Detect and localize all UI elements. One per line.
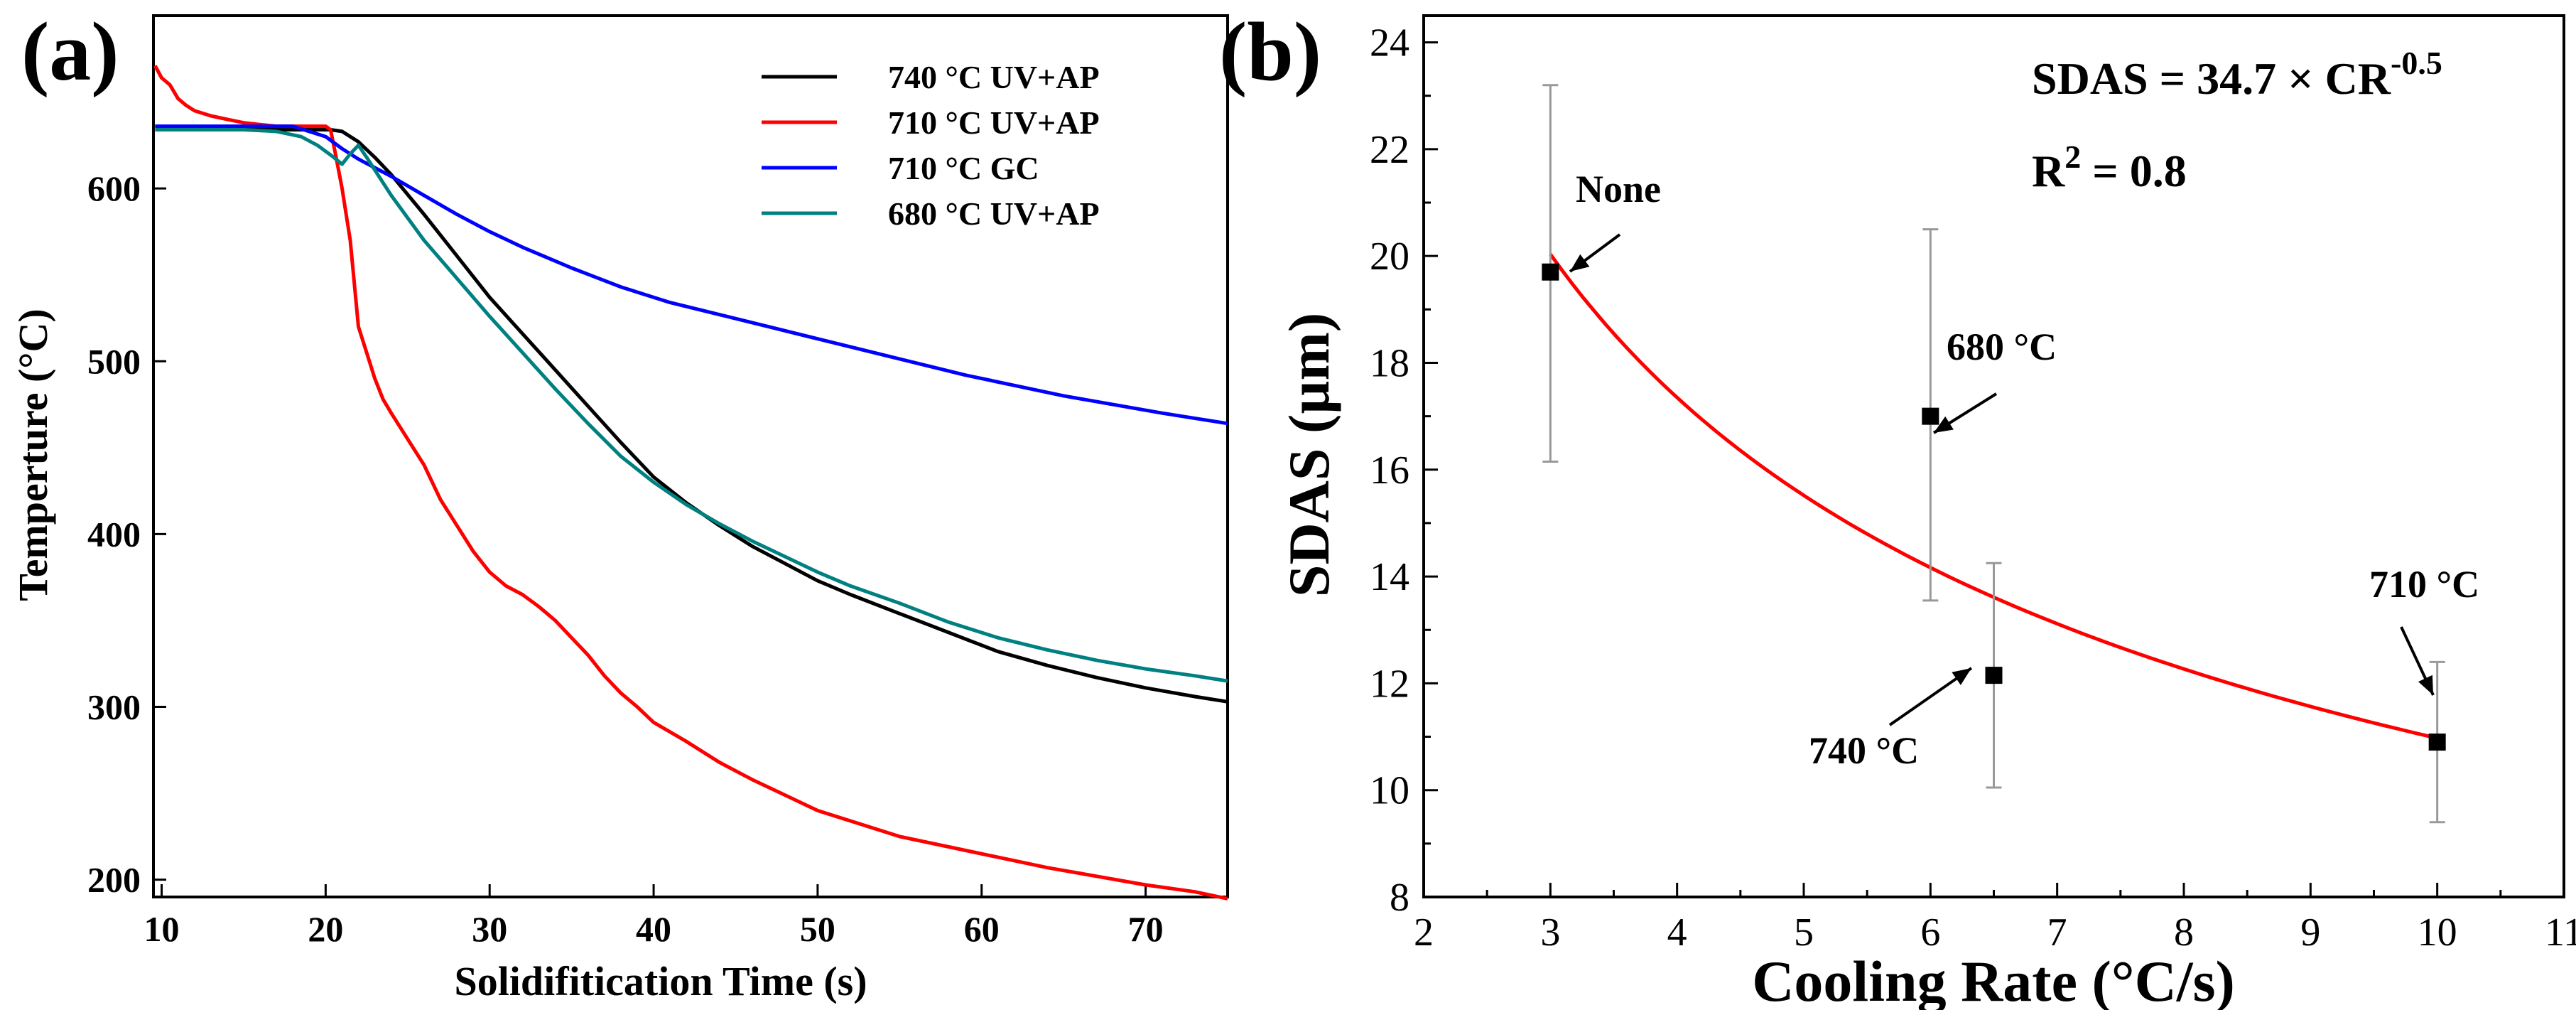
chart-a-y-tick-label: 400 — [87, 514, 141, 554]
r-squared-sup: 2 — [2064, 139, 2081, 175]
chart-a-y-tick-label: 500 — [87, 341, 141, 381]
chart-b-x-tick-label: 2 — [1414, 910, 1434, 955]
chart-b-arrow-head-4 — [2418, 675, 2433, 695]
r-squared-value: = 0.8 — [2081, 146, 2186, 196]
chart-a-y-tick-label: 200 — [87, 860, 141, 900]
panel-label-b: (b) — [1219, 5, 1321, 98]
chart-b-arrow-head-1 — [1570, 254, 1590, 272]
chart-b-point-label-1: None — [1576, 168, 1661, 210]
chart-b-point-3 — [1985, 667, 2003, 684]
chart-a-series-line-4 — [155, 128, 1228, 683]
chart-a-x-tick-label: 50 — [800, 909, 835, 949]
chart-b-x-tick-label: 6 — [1920, 910, 1940, 955]
chart-b-y-tick-label: 22 — [1370, 128, 1409, 172]
chart-a-ticks — [153, 187, 1147, 897]
chart-b-point-2 — [1922, 407, 1939, 425]
r-squared-r: R — [2032, 146, 2065, 196]
chart-b-x-tick-label: 10 — [2418, 910, 2457, 955]
chart-a-legend-label-4: 680 °C UV+AP — [888, 195, 1100, 232]
chart-b-points: None 680 °C 740 °C 710 °C — [1542, 84, 2479, 824]
chart-b-y-tick-label: 14 — [1370, 555, 1409, 599]
chart-b-x-tick-label: 7 — [2047, 910, 2067, 955]
chart-a-x-tick-label: 30 — [472, 909, 507, 949]
chart-b-point-label-4: 710 °C — [2369, 563, 2479, 606]
chart-b-y-tick-label: 20 — [1370, 235, 1409, 279]
chart-b: (b) 2 3 4 5 6 7 8 9 10 11 8 10 12 14 16 18 20 22 24 None 68… — [1219, 5, 2576, 1010]
chart-a: (a) 10 20 30 40 50 60 70 200 300 400 500 600 Solidi… — [10, 5, 1229, 1004]
chart-a-x-axis-title: Solidifitication Time (s) — [454, 958, 867, 1004]
chart-b-y-tick-label: 10 — [1370, 769, 1409, 813]
chart-a-x-tick-label: 20 — [308, 909, 343, 949]
chart-a-series-line-2 — [153, 65, 1228, 901]
chart-a-x-tick-label: 10 — [144, 909, 180, 949]
chart-b-x-tick-label: 3 — [1540, 910, 1560, 955]
chart-b-y-tick-label: 24 — [1370, 21, 1409, 65]
chart-b-y-tick-label: 16 — [1370, 448, 1409, 493]
chart-a-series — [153, 65, 1228, 901]
chart-b-point-4 — [2428, 734, 2446, 751]
chart-b-arrow-head-2 — [1934, 416, 1954, 433]
chart-a-tick-labels: 10 20 30 40 50 60 70 200 300 400 500 600 — [87, 168, 1164, 949]
fit-equation: SDAS = 34.7 × CR-0.5 — [2032, 45, 2442, 104]
chart-b-y-tick-label: 18 — [1370, 341, 1409, 385]
chart-a-x-tick-label: 60 — [964, 909, 1000, 949]
chart-b-arrow-head-3 — [1952, 668, 1971, 685]
fit-equation-exponent: -0.5 — [2391, 45, 2442, 81]
chart-b-x-tick-label: 5 — [1794, 910, 1814, 955]
chart-b-x-tick-label: 11 — [2545, 910, 2576, 955]
chart-a-y-axis-title: Temperture (°C) — [10, 308, 56, 601]
chart-b-y-tick-label: 12 — [1370, 662, 1409, 706]
chart-a-series-line-1 — [161, 128, 1228, 704]
panel-label-a: (a) — [21, 5, 119, 98]
chart-b-point-label-3: 740 °C — [1809, 729, 1919, 772]
chart-a-frame — [152, 14, 1229, 898]
chart-b-point-label-2: 680 °C — [1947, 326, 2057, 368]
chart-b-x-tick-label: 8 — [2174, 910, 2194, 955]
chart-b-point-1 — [1542, 263, 1559, 281]
r-squared: R2 = 0.8 — [2032, 139, 2187, 196]
chart-b-x-tick-label: 9 — [2300, 910, 2320, 955]
chart-a-x-tick-label: 70 — [1128, 909, 1164, 949]
chart-a-x-tick-label: 40 — [636, 909, 671, 949]
chart-a-legend-label-3: 710 °C GC — [888, 150, 1039, 186]
chart-a-series-line-3 — [155, 124, 1228, 426]
chart-a-y-tick-label: 300 — [87, 687, 141, 727]
chart-b-y-tick-label: 8 — [1390, 876, 1409, 920]
fit-equation-main: SDAS = 34.7 × CR — [2032, 53, 2391, 104]
chart-b-tick-labels: 2 3 4 5 6 7 8 9 10 11 8 10 12 14 16 18 20 22 24 — [1370, 21, 2576, 955]
chart-b-x-axis-title: Cooling Rate (°C/s) — [1752, 949, 2235, 1010]
chart-a-legend-label-2: 710 °C UV+AP — [888, 104, 1100, 141]
chart-b-ticks — [1422, 41, 2565, 898]
chart-a-legend: 740 °C UV+AP 710 °C UV+AP 710 °C GC 680 °C … — [762, 59, 1100, 232]
chart-b-x-tick-label: 4 — [1667, 910, 1687, 955]
chart-a-legend-label-1: 740 °C UV+AP — [888, 59, 1100, 95]
chart-a-y-tick-label: 600 — [87, 168, 141, 208]
chart-b-y-axis-title: SDAS (µm) — [1277, 313, 1341, 597]
